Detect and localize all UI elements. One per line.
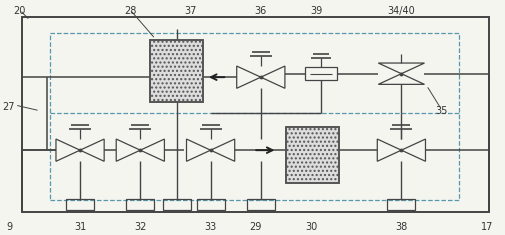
- Text: 17: 17: [481, 222, 493, 232]
- Text: 37: 37: [184, 7, 197, 16]
- Text: 32: 32: [134, 222, 146, 232]
- Text: 28: 28: [124, 7, 136, 16]
- Bar: [150, 40, 203, 102]
- Text: 31: 31: [74, 222, 86, 232]
- Text: 39: 39: [310, 7, 322, 16]
- Text: 20: 20: [14, 7, 26, 16]
- Bar: [150, 40, 203, 102]
- Text: 29: 29: [249, 222, 262, 232]
- Text: 9: 9: [7, 222, 13, 232]
- Text: 35: 35: [435, 106, 448, 116]
- Text: 27: 27: [2, 102, 15, 111]
- Text: 30: 30: [305, 222, 317, 232]
- Text: 38: 38: [395, 222, 408, 232]
- Bar: [286, 127, 339, 183]
- Bar: [286, 127, 339, 183]
- Text: 33: 33: [205, 222, 217, 232]
- Text: 34/40: 34/40: [387, 7, 415, 16]
- Text: 36: 36: [255, 7, 267, 16]
